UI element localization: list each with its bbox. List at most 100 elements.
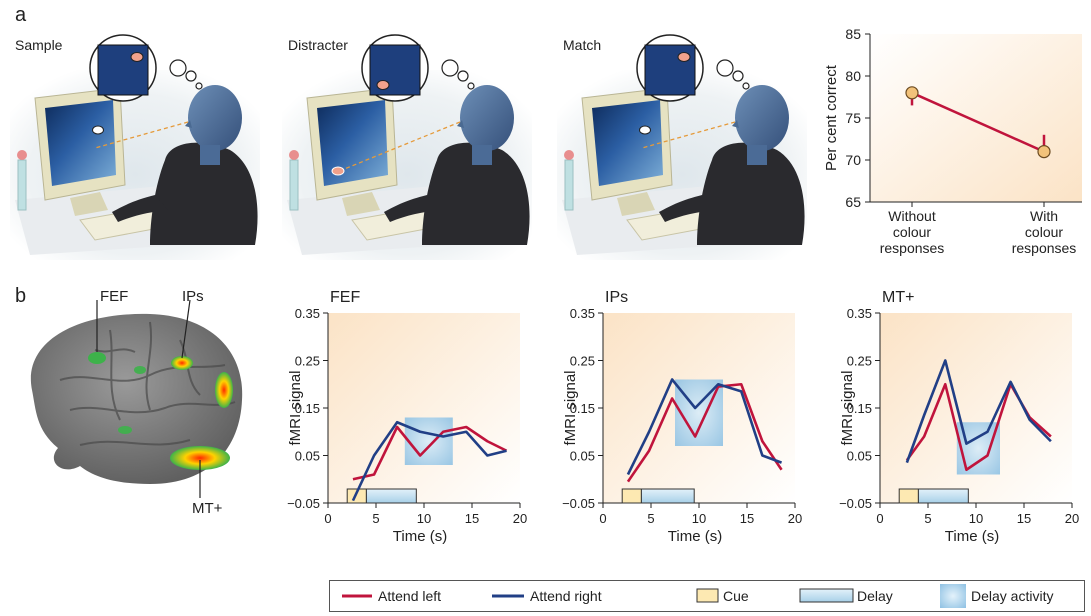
legend-label-attend-right: Attend right bbox=[530, 588, 602, 604]
x-tick-label: 0 bbox=[324, 511, 331, 526]
delay-bar bbox=[365, 488, 417, 504]
torso bbox=[422, 142, 530, 245]
x-tick-label: 15 bbox=[1017, 511, 1031, 526]
torso bbox=[150, 142, 258, 245]
vase bbox=[17, 159, 27, 211]
x-tick-label: 0 bbox=[876, 511, 883, 526]
y-tick-label: 0.05 bbox=[570, 449, 595, 464]
monitor-screen bbox=[317, 100, 388, 186]
brain-illustration bbox=[30, 299, 243, 498]
y-tick-label: 0.35 bbox=[295, 306, 320, 321]
chart-title: MT+ bbox=[882, 289, 914, 306]
legend-graphics bbox=[342, 584, 966, 608]
scene-label-distracter: Distracter bbox=[288, 37, 348, 53]
flower bbox=[289, 150, 299, 160]
gaze-line bbox=[336, 121, 461, 173]
brain-shape bbox=[30, 313, 243, 484]
thought-dot-large bbox=[169, 59, 187, 77]
x-tick-label: 15 bbox=[465, 511, 479, 526]
legend-label-cue: Cue bbox=[723, 588, 749, 604]
attend-right-line bbox=[905, 359, 1052, 464]
neck bbox=[747, 145, 767, 165]
y-tick-label: 65 bbox=[845, 194, 861, 210]
x-tick-label: With bbox=[1030, 208, 1058, 224]
monitor-stand bbox=[70, 192, 108, 216]
y-tick-label: −0.05 bbox=[287, 496, 320, 511]
y-tick-label: 85 bbox=[845, 26, 861, 42]
head bbox=[735, 85, 789, 151]
x-tick-label: colour bbox=[1025, 224, 1063, 240]
thought-dot-small bbox=[467, 82, 475, 90]
thought-dot-medium bbox=[185, 70, 197, 82]
nose bbox=[185, 120, 192, 128]
arm bbox=[112, 195, 168, 222]
attend-left-line bbox=[352, 425, 508, 481]
y-tick-label: 0.35 bbox=[847, 306, 872, 321]
y-tick-label: 80 bbox=[845, 68, 861, 84]
delay-bar bbox=[917, 488, 969, 504]
screen-stimulus bbox=[92, 125, 104, 135]
neck bbox=[200, 145, 220, 165]
cue-bar bbox=[621, 488, 642, 504]
attend-right-line bbox=[626, 378, 783, 476]
fmri-chart-mt: MT+ −0.05 0.05 0.15 0.25 0.35 0 5 10 15 20 Time (s)… bbox=[839, 289, 1079, 545]
task-illustration bbox=[10, 34, 807, 260]
mt-activation bbox=[170, 446, 230, 470]
screen-stimulus bbox=[639, 125, 651, 135]
y-tick-label: 0.15 bbox=[570, 401, 595, 416]
y-tick-label: 0.25 bbox=[847, 354, 872, 369]
fmri-chart-ips: IPs −0.05 0.05 0.15 0.25 0.35 0 5 10 15 20 Time (s)… bbox=[562, 289, 802, 545]
head bbox=[460, 85, 514, 151]
brain-label-mt: MT+ bbox=[192, 500, 223, 517]
monitor-screen bbox=[45, 100, 116, 186]
plot-area bbox=[870, 34, 1082, 202]
y-tick-label: −0.05 bbox=[839, 496, 872, 511]
scene-sample bbox=[10, 34, 260, 260]
legend-swatch-cue bbox=[696, 588, 719, 603]
attend-right-line bbox=[351, 420, 507, 502]
torso bbox=[697, 142, 805, 245]
head bbox=[188, 85, 242, 151]
panel-b-letter: b bbox=[15, 285, 27, 307]
cue-bar bbox=[898, 488, 919, 504]
monitor-stand bbox=[342, 192, 380, 216]
y-tick-label: 0.05 bbox=[847, 449, 872, 464]
brain-label-fef: FEF bbox=[100, 288, 129, 305]
nose bbox=[457, 120, 464, 128]
y-tick-label: 0.05 bbox=[295, 449, 320, 464]
legend-swatch-delay bbox=[799, 588, 854, 603]
chart-title: FEF bbox=[330, 289, 360, 306]
y-axis-label: fMRI signal bbox=[839, 370, 856, 445]
x-tick-label: 20 bbox=[513, 511, 527, 526]
gaze-line bbox=[641, 121, 736, 149]
ips-activation bbox=[171, 356, 193, 370]
y-axis-label: fMRI signal bbox=[562, 370, 579, 445]
y-tick-label: 0.15 bbox=[847, 401, 872, 416]
fmri-chart-fef: FEF −0.05 0.05 0.15 0.25 0.35 0 5 10 15 20 Time (s)… bbox=[287, 289, 527, 545]
brain-label-ips: IPs bbox=[182, 288, 204, 305]
y-tick-label: 0.25 bbox=[295, 354, 320, 369]
fef-activation bbox=[88, 352, 106, 364]
y-axis-label: Per cent correct bbox=[823, 64, 840, 171]
legend-label-delay: Delay bbox=[857, 588, 893, 604]
scene-label-match: Match bbox=[563, 37, 602, 53]
delay-bar bbox=[640, 488, 695, 504]
thought-dot-large bbox=[716, 59, 734, 77]
accuracy-line bbox=[911, 91, 1045, 153]
flower bbox=[564, 150, 574, 160]
legend-label-delay-activity: Delay activity bbox=[971, 588, 1054, 604]
monitor-screen bbox=[592, 100, 663, 186]
vase bbox=[289, 159, 299, 211]
gaze-line bbox=[94, 121, 189, 149]
x-tick-label: 20 bbox=[788, 511, 802, 526]
scene-distracter bbox=[282, 34, 532, 260]
y-tick-label: −0.05 bbox=[562, 496, 595, 511]
x-tick-label: 5 bbox=[647, 511, 654, 526]
accuracy-point bbox=[1037, 145, 1051, 159]
x-tick-label: 20 bbox=[1065, 511, 1079, 526]
flower bbox=[17, 150, 27, 160]
arm bbox=[384, 195, 440, 222]
y-tick-label: 0.35 bbox=[570, 306, 595, 321]
legend-swatch-delay-activity bbox=[940, 584, 966, 608]
